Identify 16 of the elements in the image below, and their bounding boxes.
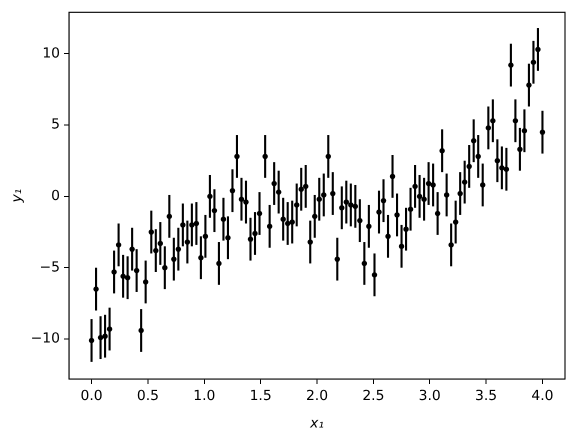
y-axis-title: y₁ bbox=[8, 188, 25, 204]
x-axis-title: x₁ bbox=[309, 415, 324, 432]
x-tick-label: 2.5 bbox=[362, 388, 384, 404]
x-tick-label: 1.5 bbox=[250, 388, 272, 404]
x-tick-label: 0.5 bbox=[136, 388, 159, 404]
y-tick-label: −10 bbox=[30, 330, 60, 347]
y-tick-label: 0 bbox=[51, 188, 60, 204]
y-tick-label: 10 bbox=[42, 45, 60, 62]
x-tick-label: 0.0 bbox=[80, 388, 103, 404]
x-tick-label: 3.5 bbox=[475, 388, 498, 404]
x-tick-label: 2.0 bbox=[306, 388, 328, 404]
y-tick-label: 5 bbox=[51, 116, 60, 133]
x-tick-label: 3.0 bbox=[418, 388, 441, 404]
y-tick-label: −5 bbox=[40, 259, 60, 276]
x-tick-label: 4.0 bbox=[531, 388, 554, 404]
x-tick-label: 1.0 bbox=[193, 388, 216, 404]
